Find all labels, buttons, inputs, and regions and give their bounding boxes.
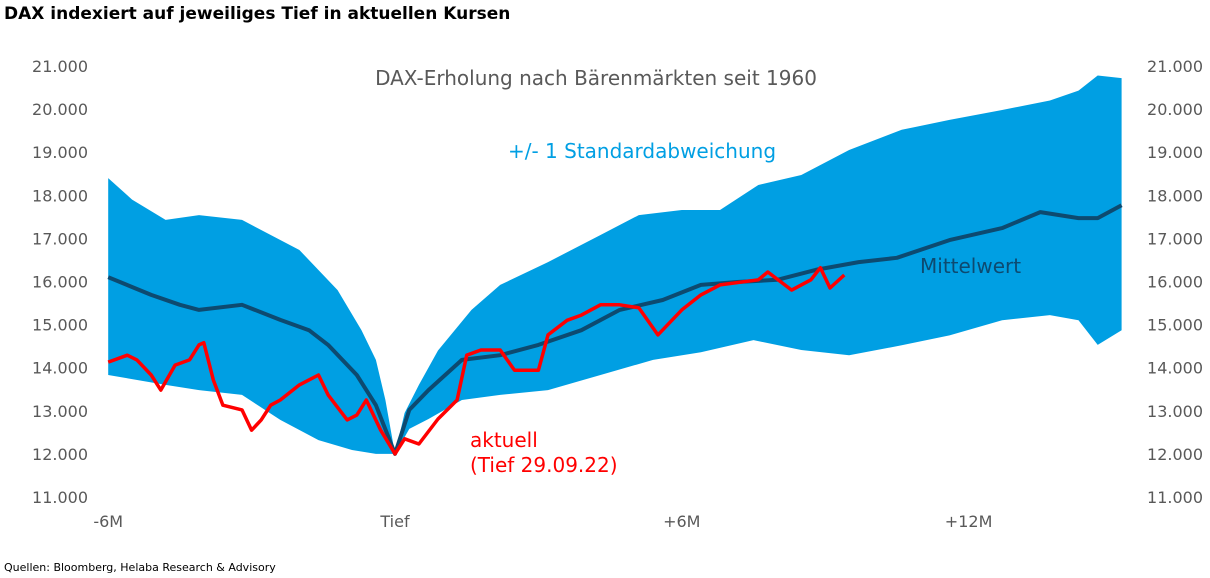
- x-tick-label: -6M: [93, 512, 123, 531]
- y-tick-label-right: 21.000: [1147, 57, 1203, 76]
- y-tick-label-left: 15.000: [32, 316, 88, 335]
- y-tick-label-right: 12.000: [1147, 445, 1203, 464]
- y-tick-label-right: 19.000: [1147, 143, 1203, 162]
- y-tick-label-left: 18.000: [32, 186, 88, 205]
- y-tick-label-right: 16.000: [1147, 273, 1203, 292]
- current-label-date: (Tief 29.09.22): [470, 453, 618, 477]
- y-tick-label-right: 15.000: [1147, 316, 1203, 335]
- x-tick-label: +6M: [663, 512, 700, 531]
- std-band-area: [108, 75, 1122, 454]
- band-label: +/- 1 Standardabweichung: [508, 139, 776, 163]
- y-tick-label-right: 20.000: [1147, 100, 1203, 119]
- page-title: DAX indexiert auf jeweiliges Tief in akt…: [4, 4, 511, 24]
- y-tick-label-left: 21.000: [32, 57, 88, 76]
- y-tick-label-right: 17.000: [1147, 229, 1203, 248]
- current-line: [107, 265, 846, 456]
- y-tick-label-left: 17.000: [32, 229, 88, 248]
- mean-line: [107, 203, 1123, 456]
- y-tick-label-left: 14.000: [32, 359, 88, 378]
- y-tick-label-left: 12.000: [32, 445, 88, 464]
- y-tick-label-right: 18.000: [1147, 186, 1203, 205]
- x-tick-label: Tief: [379, 512, 410, 531]
- y-tick-label-right: 11.000: [1147, 488, 1203, 507]
- x-tick-label: +12M: [945, 512, 993, 531]
- source-note: Quellen: Bloomberg, Helaba Research & Ad…: [4, 561, 276, 574]
- y-tick-label-left: 13.000: [32, 402, 88, 421]
- mean-label: Mittelwert: [920, 254, 1021, 278]
- current-label: aktuell: [470, 428, 538, 452]
- y-tick-label-left: 20.000: [32, 100, 88, 119]
- chart-title: DAX-Erholung nach Bärenmärkten seit 1960: [375, 66, 817, 90]
- y-tick-label-left: 11.000: [32, 488, 88, 507]
- y-tick-label-right: 13.000: [1147, 402, 1203, 421]
- y-tick-label-left: 19.000: [32, 143, 88, 162]
- y-tick-label-right: 14.000: [1147, 359, 1203, 378]
- y-tick-label-left: 16.000: [32, 273, 88, 292]
